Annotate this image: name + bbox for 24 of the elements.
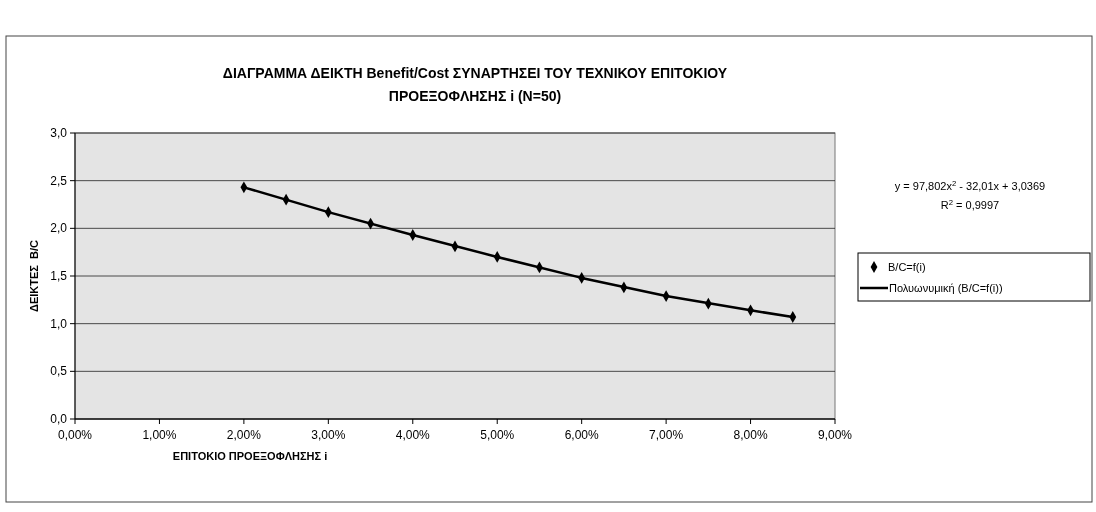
x-tick-label: 0,00% [57,428,93,442]
y-tick-label: 1,5 [50,269,68,283]
x-tick-label: 7,00% [649,428,684,442]
y-tick-label: 2,0 [50,221,68,236]
x-tick-label: 5,00% [480,428,515,442]
legend-label: Πολυωνυμική (B/C=f(i)) [889,282,1003,294]
y-tick-label: 0,0 [50,412,68,426]
x-tick-label: 1,00% [142,428,177,442]
legend-label: B/C=f(i) [888,261,926,273]
y-tick-label: 1,0 [50,316,68,331]
chart-title: ΔΙΑΓΡΑΜΜΑ ΔΕΙΚΤΗ Benefit/Cost ΣΥΝΑΡΤΗΣΕΙ ΤΟΥ ΤΕΧΝΙΚΟΥ ΕΠΙΤΟΚΙΟΥ ΠΡΟΕΞΟΦΛΗΣΗΣ i (N=50) [222,65,728,104]
y-tick-label: 3,0 [50,126,68,140]
x-tick-label: 4,00% [395,428,431,442]
x-tick-label: 6,00% [564,428,600,442]
x-tick-label: 8,00% [733,428,768,442]
x-tick-label: 9,00% [817,428,853,442]
x-tick-label: 3,00% [311,428,346,442]
y-tick-label: 2,5 [50,173,68,188]
text: y = 97,802x$^{2}$ - 32,01x + 3,0369 [894,178,1046,192]
x-axis-title: ΕΠΙΤΟΚΙΟ ΠΡΟΕΞΟΦΛΗΣΗΣ i [172,450,328,462]
y-tick-label: 0,5 [50,364,68,379]
x-tick-label: 2,00% [226,428,262,442]
text: R$^{2}$ = 0,9997 [940,197,1000,211]
y-axis-title: ΔΕΙΚΤΕΣ B/C [28,239,40,312]
